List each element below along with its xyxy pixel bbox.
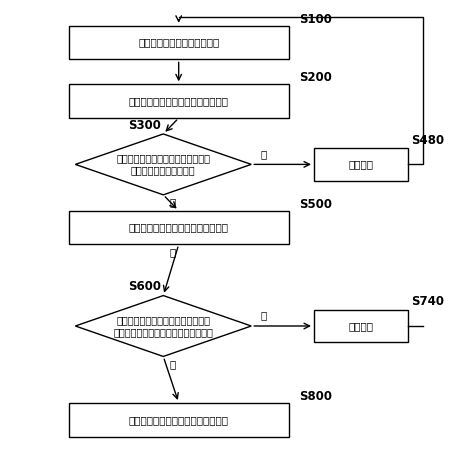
FancyBboxPatch shape (314, 310, 409, 342)
Text: 否: 否 (260, 310, 266, 320)
Text: 操作结束: 操作结束 (349, 159, 374, 169)
Text: S600: S600 (128, 280, 161, 293)
FancyBboxPatch shape (314, 148, 409, 181)
Text: 是: 是 (170, 359, 176, 369)
Text: S480: S480 (411, 134, 444, 146)
Polygon shape (75, 296, 251, 356)
Text: S200: S200 (299, 71, 333, 84)
FancyBboxPatch shape (69, 84, 289, 118)
Text: 主机将上述密钥信息与主机数据库中
存储的密钥信息进行比较: 主机将上述密钥信息与主机数据库中 存储的密钥信息进行比较 (116, 154, 210, 175)
Text: 是: 是 (170, 197, 176, 207)
Text: 认证终端将上述硬件标识与认证终端
数据库中存储的相关硬件标识进行比较: 认证终端将上述硬件标识与认证终端 数据库中存储的相关硬件标识进行比较 (113, 315, 213, 337)
Text: 认证终端读取主机中的相关硬件标识: 认证终端读取主机中的相关硬件标识 (129, 223, 229, 233)
Text: 认证终端读取主机中的相关硬件标识: 认证终端读取主机中的相关硬件标识 (129, 415, 229, 425)
Polygon shape (75, 134, 251, 195)
Text: 否: 否 (260, 149, 266, 159)
Text: 操作结束: 操作结束 (349, 321, 374, 331)
Text: S740: S740 (411, 295, 443, 308)
Text: S500: S500 (299, 198, 333, 211)
Text: 是: 是 (170, 247, 176, 257)
Text: S300: S300 (128, 118, 161, 132)
FancyBboxPatch shape (69, 26, 289, 59)
FancyBboxPatch shape (69, 403, 289, 437)
Text: 主机读取认证终端中存储的密钥信息: 主机读取认证终端中存储的密钥信息 (129, 96, 229, 106)
FancyBboxPatch shape (69, 211, 289, 245)
Text: S100: S100 (299, 13, 333, 26)
Text: S800: S800 (299, 390, 333, 403)
Text: 认证终端与主机之间建立连接: 认证终端与主机之间建立连接 (138, 37, 219, 47)
